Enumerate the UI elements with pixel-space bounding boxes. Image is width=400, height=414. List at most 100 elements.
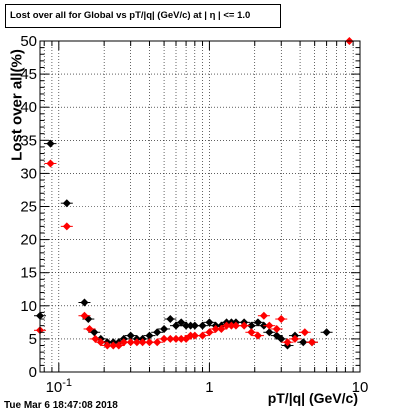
diamond-marker — [253, 331, 262, 340]
diamond-marker — [277, 315, 286, 324]
diamond-marker — [205, 328, 214, 337]
diamond-marker — [138, 338, 147, 347]
data-point — [112, 341, 125, 350]
data-point — [151, 328, 164, 337]
diamond-marker — [80, 311, 89, 320]
diamond-marker — [62, 222, 71, 231]
diamond-marker — [145, 331, 154, 340]
diamond-marker — [247, 328, 256, 337]
data-point — [263, 321, 276, 330]
data-point — [151, 338, 164, 347]
diamond-marker — [259, 311, 268, 320]
data-point — [275, 315, 288, 324]
data-point — [281, 338, 294, 347]
data-point — [238, 321, 251, 330]
diamond-marker — [160, 334, 169, 343]
diamond-marker — [198, 331, 207, 340]
data-point — [78, 298, 91, 307]
diamond-marker — [177, 318, 186, 327]
diamond-marker — [80, 298, 89, 307]
diamond-marker — [126, 331, 135, 340]
diamond-marker — [277, 334, 286, 343]
diamond-marker — [253, 318, 262, 327]
y-tick-label: 40 — [20, 99, 37, 116]
diamond-marker — [240, 321, 249, 330]
diamond-marker — [300, 328, 309, 337]
diamond-marker — [90, 328, 99, 337]
diamond-marker — [91, 334, 100, 343]
diamond-marker — [247, 321, 256, 330]
diamond-marker — [153, 338, 162, 347]
data-point — [196, 321, 209, 330]
data-point — [215, 324, 228, 333]
data-point — [60, 199, 73, 208]
data-point — [188, 331, 201, 340]
y-tick-label: 30 — [20, 165, 37, 182]
data-point — [124, 331, 137, 340]
diamond-marker — [153, 328, 162, 337]
data-point — [298, 328, 311, 337]
y-tick-label: 15 — [20, 265, 37, 282]
diamond-marker — [62, 199, 71, 208]
x-tick-label: 10 — [352, 379, 369, 396]
diamond-marker — [307, 338, 316, 347]
data-point — [188, 321, 201, 330]
axes-ticks: 10-1 1 10 0 5 10 15 20 25 30 35 40 45 50 — [20, 33, 368, 396]
data-point — [270, 324, 283, 333]
data-point — [275, 334, 288, 343]
data-point — [305, 338, 318, 347]
y-tick-label: 0 — [29, 364, 37, 381]
data-point — [196, 331, 209, 340]
diamond-marker — [198, 321, 207, 330]
diamond-marker — [114, 341, 123, 350]
y-tick-label: 35 — [20, 132, 37, 149]
y-tick-label: 50 — [20, 33, 37, 50]
diamond-marker — [283, 338, 292, 347]
y-axis-label: Lost over all(%) — [8, 49, 26, 161]
data-point — [78, 311, 91, 320]
diamond-marker — [96, 338, 105, 347]
data-point — [88, 328, 101, 337]
data-point — [263, 328, 276, 337]
data-point — [143, 331, 156, 340]
data-point — [164, 315, 177, 324]
data-markers — [34, 37, 356, 350]
data-point — [94, 338, 107, 347]
data-point — [60, 222, 73, 231]
diamond-marker — [119, 338, 128, 347]
data-point — [257, 311, 270, 320]
diamond-marker — [46, 139, 55, 148]
diamond-marker — [272, 324, 281, 333]
diamond-marker — [290, 334, 299, 343]
diamond-marker — [171, 321, 180, 330]
diamond-marker — [126, 338, 135, 347]
data-point — [245, 328, 258, 337]
diamond-marker — [85, 324, 94, 333]
x-axis-label: pT/|q| (GeV/c) — [267, 390, 358, 406]
y-tick-label: 10 — [20, 298, 37, 315]
diamond-marker — [205, 318, 214, 327]
timestamp: Tue Mar 6 18:47:08 2018 — [4, 400, 118, 411]
x-tick-label: 10-1 — [46, 377, 72, 396]
y-tick-label: 25 — [20, 199, 37, 216]
diamond-marker — [190, 321, 199, 330]
data-point — [288, 334, 301, 343]
diamond-marker — [46, 159, 55, 168]
data-point — [251, 331, 264, 340]
data-point — [203, 328, 216, 337]
chart-title: Lost over all for Global vs pT/|q| (GeV/… — [5, 4, 281, 28]
diamond-marker — [166, 315, 175, 324]
data-point — [251, 318, 264, 327]
data-point — [83, 324, 96, 333]
data-point — [169, 321, 182, 330]
grid-lines — [40, 41, 361, 372]
diamond-marker — [265, 321, 274, 330]
y-tick-label: 45 — [20, 66, 37, 83]
diamond-marker — [145, 338, 154, 347]
data-point — [203, 318, 216, 327]
data-point — [320, 328, 333, 337]
diamond-marker — [190, 331, 199, 340]
data-point — [158, 324, 171, 333]
diamond-marker — [231, 321, 240, 330]
data-point — [44, 139, 57, 148]
